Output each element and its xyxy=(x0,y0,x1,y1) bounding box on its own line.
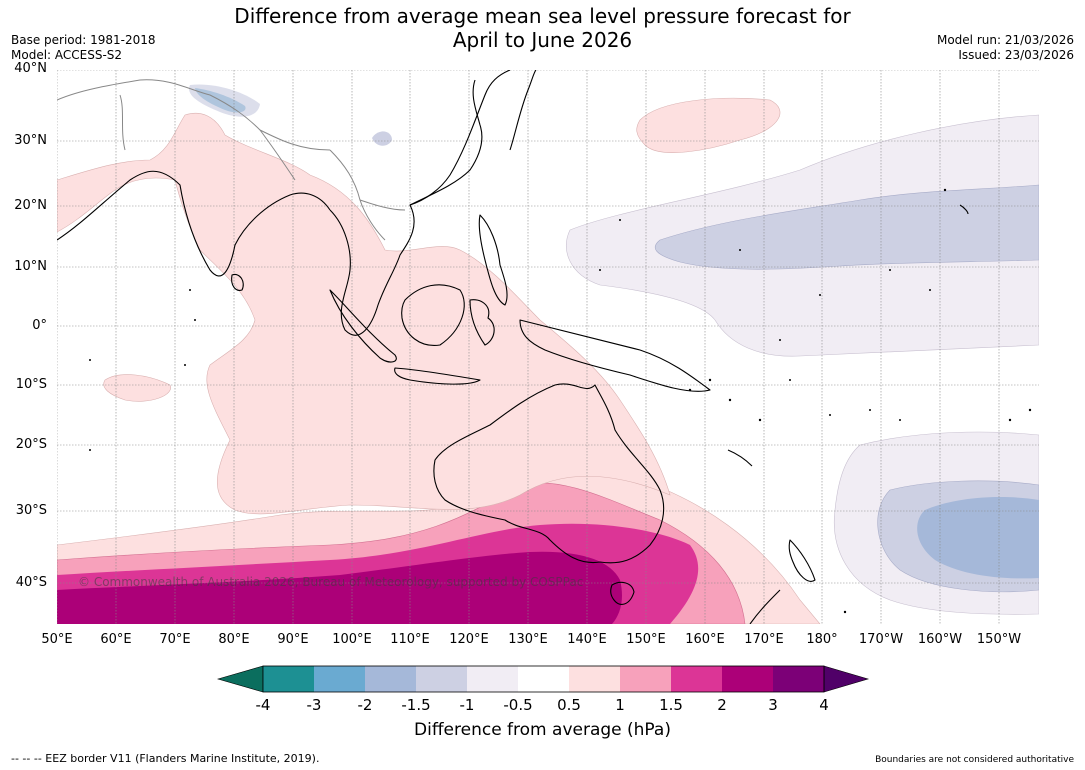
lon-label: 160°E xyxy=(685,632,725,647)
colorbar-tick: -3 xyxy=(306,696,322,714)
colorbar-label: Difference from average (hPa) xyxy=(414,720,671,740)
anomaly-region-indian-ocean xyxy=(57,112,671,515)
lon-label: 60°E xyxy=(100,632,132,647)
lat-label: 30°S xyxy=(15,503,47,518)
colorbar-segment xyxy=(722,666,773,692)
coast-new-zealand-north xyxy=(788,539,816,582)
colorbar-extend-low xyxy=(216,665,264,693)
lat-label: 10°N xyxy=(14,259,47,274)
copyright-notice: © Commonwealth of Australia 2026, Bureau… xyxy=(78,575,584,589)
coast-borneo xyxy=(401,284,465,346)
colorbar-segment xyxy=(773,666,824,692)
model-name: Model: ACCESS-S2 xyxy=(11,48,123,62)
lat-label: 40°N xyxy=(14,61,47,76)
anomaly-region-3 xyxy=(57,551,623,624)
colorbar xyxy=(216,665,870,693)
coast-se-asia xyxy=(329,70,511,336)
boundary-disclaimer: Boundaries are not considered authoritat… xyxy=(875,755,1074,765)
colorbar-extend-high xyxy=(823,665,870,693)
anomaly-region-north-pacific xyxy=(636,97,781,153)
lon-label: 130°E xyxy=(508,632,548,647)
country-borders xyxy=(57,79,406,241)
lon-label: 70°E xyxy=(159,632,191,647)
lon-label: 150°E xyxy=(626,632,666,647)
coast-new-zealand-south xyxy=(749,589,781,624)
meta-left: Base period: 1981-2018 Model: ACCESS-S2 xyxy=(11,33,156,63)
colorbar-segment xyxy=(314,666,365,692)
graticule xyxy=(57,70,1039,624)
lat-label: 20°S xyxy=(15,437,47,452)
colorbar-segment xyxy=(365,666,416,692)
coast-philippines xyxy=(478,214,508,306)
lon-label: 160°W xyxy=(917,632,963,647)
colorbar-segment xyxy=(416,666,467,692)
lon-label: 100°E xyxy=(332,632,372,647)
lat-label: 0° xyxy=(32,318,47,333)
colorbar-tick: -2 xyxy=(357,696,373,714)
coast-china-east xyxy=(409,79,483,206)
lat-label: 30°N xyxy=(14,133,47,148)
anomaly-region-neg-himalaya-halo xyxy=(189,84,260,117)
map-title: Difference from average mean sea level p… xyxy=(0,4,1085,52)
colorbar-tick: -1 xyxy=(459,696,475,714)
colorbar-tick: -1.5 xyxy=(401,696,431,714)
title-line-1: Difference from average mean sea level p… xyxy=(234,4,851,28)
colorbar-tick: -0.5 xyxy=(503,696,533,714)
colorbar-segment xyxy=(467,666,518,692)
lon-label: 150°W xyxy=(976,632,1022,647)
meta-right: Model run: 21/03/2026 Issued: 23/03/2026 xyxy=(937,33,1074,63)
lat-label: 20°N xyxy=(14,198,47,213)
lon-label: 180° xyxy=(806,632,838,647)
coast-new-caledonia xyxy=(727,449,753,467)
coast-sri-lanka xyxy=(231,273,244,291)
colorbar-tick: -4 xyxy=(255,696,271,714)
colorbar-tick: 4 xyxy=(819,696,829,714)
colorbar-tick: 1 xyxy=(615,696,625,714)
lon-label: 80°E xyxy=(218,632,250,647)
colorbar-segment xyxy=(263,666,314,692)
eez-legend: -- -- -- EEZ border V11 (Flanders Marine… xyxy=(11,752,320,765)
lat-label: 40°S xyxy=(15,575,47,590)
colorbar-segment xyxy=(569,666,620,692)
coast-sulawesi xyxy=(469,299,495,346)
coast-tasmania xyxy=(610,581,635,605)
coast-india xyxy=(57,170,331,277)
lon-label: 110°E xyxy=(390,632,430,647)
lon-label: 170°W xyxy=(858,632,904,647)
colorbar-frame xyxy=(262,665,825,693)
coast-sumatra xyxy=(329,289,397,363)
base-period: Base period: 1981-2018 xyxy=(11,33,156,47)
lat-label: 10°S xyxy=(15,377,47,392)
model-run: Model run: 21/03/2026 xyxy=(936,33,1074,47)
colorbar-segment xyxy=(620,666,671,692)
coast-java xyxy=(394,367,481,385)
colorbar-tick: 2 xyxy=(717,696,727,714)
coast-japan xyxy=(509,70,537,151)
coast-australia xyxy=(433,383,665,564)
anomaly-region-neg-1-5-south xyxy=(917,497,1039,579)
issued-date: Issued: 23/03/2026 xyxy=(958,48,1074,62)
lon-label: 120°E xyxy=(449,632,489,647)
title-line-2: April to June 2026 xyxy=(452,28,633,52)
colorbar-tick: 1.5 xyxy=(659,696,683,714)
colorbar-segment xyxy=(518,666,569,692)
lon-label: 170°E xyxy=(744,632,784,647)
colorbar-tick: 3 xyxy=(768,696,778,714)
pacific-islands xyxy=(89,188,1032,614)
anomaly-region-west-patch xyxy=(103,374,171,402)
coast-hawaii xyxy=(959,204,969,215)
lon-label: 90°E xyxy=(277,632,309,647)
anomaly-region-neg-tibet-dot xyxy=(372,131,392,146)
lon-label: 140°E xyxy=(567,632,607,647)
colorbar-tick: 0.5 xyxy=(557,696,581,714)
colorbar-segment xyxy=(671,666,722,692)
lon-label: 50°E xyxy=(41,632,73,647)
